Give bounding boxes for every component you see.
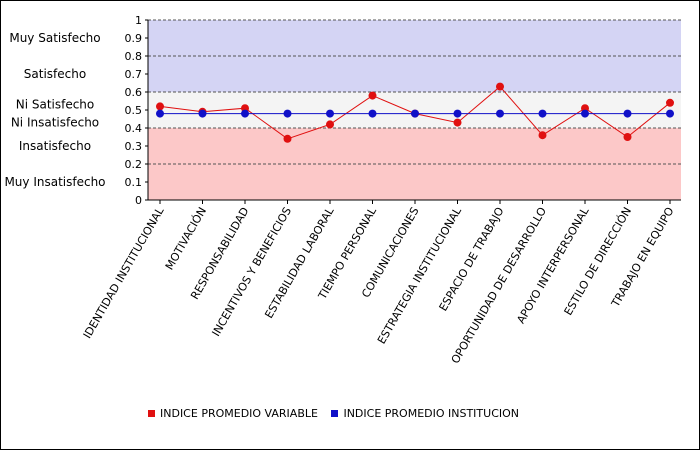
series-0-point-7 bbox=[453, 118, 462, 127]
x-tick-label-10: APOYO INTERPERSONAL bbox=[514, 204, 592, 326]
series-1-point-6 bbox=[411, 109, 419, 118]
series-1-point-1 bbox=[198, 109, 207, 118]
band-2 bbox=[148, 92, 681, 110]
x-tick-label-1: MOTIVACIÓN bbox=[163, 205, 209, 272]
y-tick-label-8: 0.8 bbox=[125, 50, 143, 63]
legend-item-institucion: INDICE PROMEDIO INSTITUCION bbox=[331, 407, 519, 420]
y-tick-label-0: 0 bbox=[135, 194, 142, 207]
legend-label-variable: INDICE PROMEDIO VARIABLE bbox=[160, 407, 318, 420]
band-label-5: Muy Insatisfecho bbox=[4, 175, 105, 189]
series-1-point-2 bbox=[241, 109, 249, 118]
band-1 bbox=[148, 56, 681, 92]
band-0 bbox=[148, 20, 681, 56]
x-tick-label-7: ESTRATEGIA INSTITUCIONAL bbox=[375, 204, 465, 346]
series-0-point-4 bbox=[326, 120, 334, 129]
series-1-point-11 bbox=[623, 109, 632, 118]
band-3 bbox=[148, 110, 681, 128]
y-tick-label-9: 0.9 bbox=[125, 32, 143, 45]
series-0-point-8 bbox=[496, 82, 504, 91]
band-4 bbox=[148, 128, 681, 164]
band-label-3: Ni Insatisfecho bbox=[11, 116, 99, 130]
y-tick-label-6: 0.6 bbox=[125, 86, 143, 99]
series-0-point-9 bbox=[538, 131, 547, 140]
band-label-4: Insatisfecho bbox=[19, 139, 91, 153]
y-tick-label-7: 0.7 bbox=[125, 68, 143, 81]
legend-item-variable: INDICE PROMEDIO VARIABLE bbox=[148, 407, 318, 420]
series-1-point-3 bbox=[283, 109, 292, 118]
band-label-2: Ni Satisfecho bbox=[16, 98, 95, 112]
band-label-0: Muy Satisfecho bbox=[9, 31, 100, 45]
series-0-point-5 bbox=[368, 91, 377, 100]
y-tick-label-2: 0.2 bbox=[125, 158, 143, 171]
y-tick-label-5: 0.5 bbox=[125, 104, 143, 117]
y-tick-label-10: 1 bbox=[135, 14, 142, 27]
series-1-point-8 bbox=[496, 109, 504, 118]
series-0-point-11 bbox=[623, 133, 632, 141]
series-1-point-12 bbox=[666, 109, 674, 118]
y-tick-label-1: 0.1 bbox=[125, 176, 143, 189]
band-label-1: Satisfecho bbox=[24, 67, 86, 81]
series-1-point-10 bbox=[581, 109, 589, 118]
series-1-point-4 bbox=[326, 109, 334, 118]
series-1-point-0 bbox=[156, 109, 164, 118]
x-tick-label-3: INCENTIVOS Y BENEFICIOS bbox=[209, 205, 294, 339]
legend-swatch-institucion bbox=[331, 409, 339, 417]
y-tick-label-3: 0.3 bbox=[125, 140, 143, 153]
legend-swatch-variable bbox=[148, 409, 155, 417]
y-tick-label-4: 0.4 bbox=[125, 122, 143, 135]
band-5 bbox=[148, 164, 681, 200]
x-tick-label-0: IDENTIDAD INSTITUCIONAL bbox=[81, 204, 167, 341]
series-0-point-0 bbox=[156, 102, 164, 111]
legend: INDICE PROMEDIO VARIABLE INDICE PROMEDIO… bbox=[148, 407, 529, 420]
series-1-point-7 bbox=[453, 109, 462, 118]
series-1-point-9 bbox=[538, 109, 547, 118]
series-0-point-12 bbox=[666, 98, 674, 107]
series-0-point-3 bbox=[283, 134, 292, 143]
series-1-point-5 bbox=[368, 109, 377, 118]
legend-label-institucion: INDICE PROMEDIO INSTITUCION bbox=[343, 407, 520, 420]
